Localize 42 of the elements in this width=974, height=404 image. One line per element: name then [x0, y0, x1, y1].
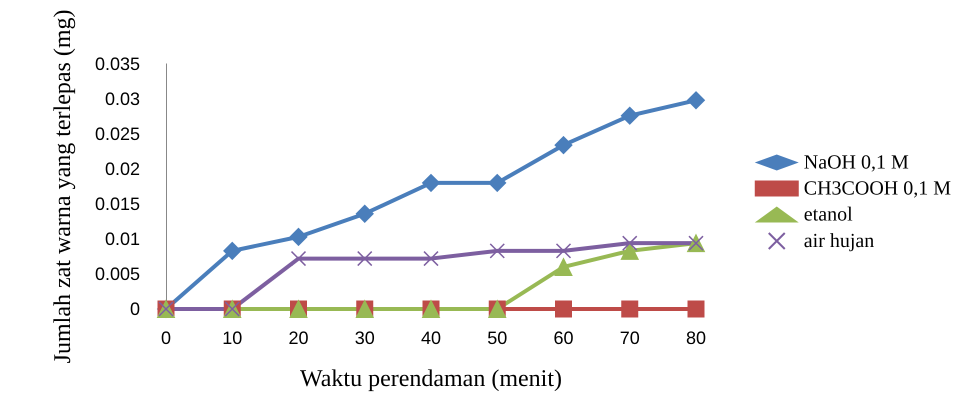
- y-tick-label: 0.035: [94, 54, 140, 74]
- y-axis-title: Jumlah zat warna yang terlepas (mg): [50, 10, 76, 364]
- x-tick-label: 20: [288, 328, 309, 348]
- point: [290, 250, 306, 266]
- point: [621, 300, 638, 318]
- legend-label: air hujan: [804, 230, 874, 252]
- point: [556, 243, 572, 259]
- legend-label: CH3COOH 0,1 M: [804, 178, 952, 200]
- point: [356, 204, 374, 223]
- point: [687, 91, 705, 110]
- point: [490, 243, 505, 259]
- y-tick-label: 0.01: [104, 228, 140, 249]
- legend-label: NaOH 0,1 M: [804, 152, 909, 174]
- x-tick-label: 10: [222, 328, 242, 348]
- x-tick-label: 60: [553, 328, 574, 348]
- point: [423, 250, 439, 266]
- point: [422, 174, 440, 192]
- y-tick-label: 0.005: [94, 264, 140, 284]
- y-tick-label: 0: [130, 299, 140, 319]
- point: [688, 300, 704, 318]
- y-tick-label: 0.015: [94, 194, 140, 214]
- x-tick-label: 40: [420, 328, 442, 348]
- y-tick-label: 0.02: [104, 158, 140, 179]
- point: [622, 235, 638, 251]
- x-tick-label: 70: [620, 328, 640, 348]
- y-tick-label: 0.025: [94, 124, 140, 144]
- y-tick-label: 0.03: [104, 88, 140, 109]
- point: [554, 258, 572, 276]
- point: [488, 174, 506, 192]
- point: [555, 300, 572, 318]
- x-axis-title: Waktu perendaman (menit): [300, 366, 562, 392]
- x-tick-label: 30: [354, 328, 375, 348]
- point: [223, 242, 242, 260]
- x-tick-label: 50: [487, 328, 508, 348]
- point: [620, 106, 639, 125]
- point: [290, 228, 308, 246]
- legend-label: etanol: [804, 204, 854, 226]
- point: [554, 136, 572, 154]
- point: [620, 242, 639, 260]
- x-tick-label: 0: [160, 328, 172, 348]
- x-tick-label: 80: [686, 328, 706, 348]
- point: [357, 250, 372, 266]
